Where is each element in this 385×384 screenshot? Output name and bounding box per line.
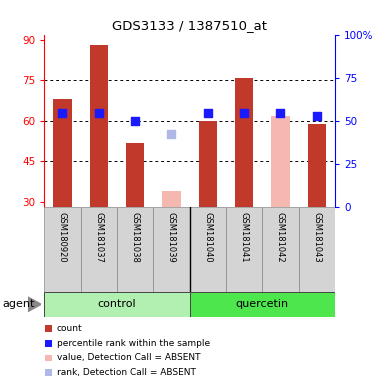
Bar: [80, 207, 117, 292]
Bar: [190, 292, 335, 317]
Bar: [308, 124, 326, 207]
Bar: [153, 207, 189, 292]
Point: [314, 113, 320, 119]
Text: rank, Detection Call = ABSENT: rank, Detection Call = ABSENT: [57, 368, 196, 377]
Text: count: count: [57, 324, 82, 333]
Bar: [262, 207, 299, 292]
Text: GSM180920: GSM180920: [58, 212, 67, 262]
Polygon shape: [28, 297, 41, 312]
Bar: [226, 207, 262, 292]
Title: GDS3133 / 1387510_at: GDS3133 / 1387510_at: [112, 19, 267, 32]
Text: GSM181039: GSM181039: [167, 212, 176, 262]
Bar: [90, 45, 108, 207]
Point: [205, 110, 211, 116]
Bar: [45, 369, 52, 376]
Text: GSM181041: GSM181041: [239, 212, 249, 262]
Bar: [44, 207, 80, 292]
Bar: [162, 191, 181, 207]
Text: GSM181037: GSM181037: [94, 212, 103, 262]
Bar: [235, 78, 253, 207]
Point: [96, 110, 102, 116]
Text: GSM181040: GSM181040: [203, 212, 212, 262]
Bar: [44, 292, 190, 317]
Bar: [54, 99, 72, 207]
Bar: [45, 340, 52, 347]
Point: [168, 131, 174, 137]
Text: control: control: [98, 299, 136, 310]
Text: quercetin: quercetin: [236, 299, 289, 310]
Bar: [299, 207, 335, 292]
Text: GSM181038: GSM181038: [131, 212, 140, 262]
Point: [277, 110, 283, 116]
Text: percentile rank within the sample: percentile rank within the sample: [57, 339, 210, 348]
Bar: [45, 325, 52, 332]
Point: [241, 110, 247, 116]
Text: agent: agent: [2, 299, 34, 310]
Text: GSM181043: GSM181043: [312, 212, 321, 262]
Text: GSM181042: GSM181042: [276, 212, 285, 262]
Bar: [271, 116, 290, 207]
Point: [132, 118, 138, 124]
Bar: [117, 207, 153, 292]
Text: value, Detection Call = ABSENT: value, Detection Call = ABSENT: [57, 353, 200, 362]
Bar: [190, 207, 226, 292]
Bar: [126, 142, 144, 207]
Bar: [199, 121, 217, 207]
Point: [59, 110, 65, 116]
Bar: [45, 354, 52, 361]
